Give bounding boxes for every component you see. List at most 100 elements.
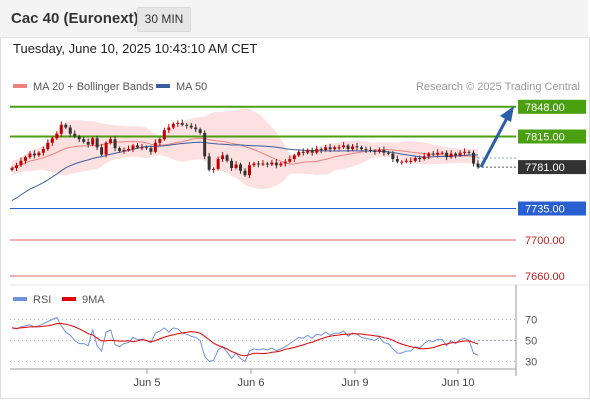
candle-body <box>118 148 122 151</box>
candle-body <box>158 139 162 143</box>
ma20-legend-swatch <box>13 84 27 88</box>
candle-body <box>41 149 45 153</box>
candle-body <box>104 142 108 155</box>
candle-body <box>109 139 113 143</box>
candle-body <box>100 147 104 155</box>
candle-body <box>28 153 32 158</box>
candle-body <box>225 155 229 161</box>
candle-body <box>216 159 220 169</box>
candle-body <box>292 155 296 159</box>
level-badge-7848.00 <box>518 99 586 114</box>
candle-body <box>82 139 86 142</box>
candle-body <box>23 157 27 161</box>
candle-body <box>333 147 337 150</box>
candle-body <box>176 123 180 124</box>
rsi-tick-70: 70 <box>525 315 537 327</box>
candle-body <box>355 146 359 148</box>
forecast-arrow <box>479 117 509 168</box>
ma20-line <box>11 137 479 169</box>
rsi-line <box>11 316 479 363</box>
candle-body <box>413 158 417 161</box>
candle-body <box>368 150 372 151</box>
rsi-legend-swatch <box>13 297 27 301</box>
chart-date: Tuesday, June 10, 2025 10:43:10 AM CET <box>13 41 258 56</box>
forecast-arrowhead <box>500 106 514 122</box>
candle-body <box>440 152 444 154</box>
rsi-ma-legend-label: 9MA <box>82 294 105 306</box>
candle-body <box>221 155 225 159</box>
candle-body <box>198 129 202 133</box>
candle-body <box>346 145 350 150</box>
candle-body <box>167 127 171 131</box>
candle-body <box>256 163 260 165</box>
candle-body <box>91 138 95 145</box>
level-badge-7735.00 <box>518 201 586 216</box>
x-axis-label: Jun 5 <box>134 377 161 389</box>
candle-body <box>431 153 435 155</box>
candle-body <box>247 165 251 176</box>
candle-body <box>122 150 126 151</box>
candle-body <box>472 152 476 164</box>
ma20-legend-label: MA 20 + Bollinger Bands <box>33 81 154 93</box>
candle-body <box>400 161 404 163</box>
ma50-legend-swatch <box>156 84 170 88</box>
candle-body <box>395 159 399 162</box>
candle-body <box>391 153 395 159</box>
level-badge-7815.00 <box>518 129 586 144</box>
candle-body <box>449 153 453 158</box>
candle-body <box>324 147 328 150</box>
candle-body <box>149 148 153 152</box>
candle-body <box>409 160 413 162</box>
candle-body <box>445 152 449 158</box>
candle-body <box>306 150 310 153</box>
candle-body <box>418 158 422 160</box>
candle-body <box>337 147 341 149</box>
candle-body <box>64 124 68 128</box>
credit-text: Research © 2025 Trading Central <box>416 81 580 93</box>
x-axis-label: Jun 9 <box>342 377 369 389</box>
candle-body <box>377 150 381 152</box>
candle-body <box>297 151 301 156</box>
timeframe-button[interactable]: 30 MIN <box>137 7 191 32</box>
level-label-7700.00: 7700.00 <box>525 235 565 247</box>
rsi-legend-label: RSI <box>33 294 51 306</box>
candle-body <box>351 146 355 150</box>
candle-body <box>288 159 292 162</box>
candle-body <box>328 147 332 150</box>
candle-body <box>37 152 41 156</box>
candle-body <box>55 133 59 139</box>
level-label-7735.00: 7735.00 <box>525 204 565 216</box>
candle-body <box>454 153 458 156</box>
candle-body <box>50 138 54 143</box>
candle-body <box>422 156 426 159</box>
candle-body <box>458 152 462 156</box>
candle-body <box>373 150 377 152</box>
candle-body <box>19 160 23 166</box>
candle-body <box>230 160 234 168</box>
candle-body <box>162 130 166 140</box>
ma50-line <box>11 141 479 201</box>
candle-body <box>144 147 148 149</box>
level-label-7781.00: 7781.00 <box>525 162 565 174</box>
candle-body <box>301 151 305 153</box>
candle-body <box>153 142 157 152</box>
candle-body <box>68 127 72 134</box>
bollinger-band <box>12 108 478 190</box>
candle-body <box>135 145 139 148</box>
candle-body <box>14 165 18 168</box>
candle-body <box>95 138 99 148</box>
candle-body <box>436 152 440 155</box>
candle-body <box>283 161 287 164</box>
chart-header: Cac 40 (Euronext) 30 MIN <box>0 0 588 38</box>
candle-body <box>171 123 175 128</box>
candle-body <box>404 160 408 162</box>
candle-body <box>252 163 256 166</box>
candle-body <box>261 163 265 165</box>
instrument-title: Cac 40 (Euronext) <box>11 10 139 27</box>
candle-body <box>265 163 269 165</box>
candle-body <box>127 149 130 151</box>
candle-body <box>342 145 346 148</box>
candle-body <box>180 123 184 125</box>
candle-body <box>279 163 283 166</box>
level-label-7660.00: 7660.00 <box>525 271 565 283</box>
